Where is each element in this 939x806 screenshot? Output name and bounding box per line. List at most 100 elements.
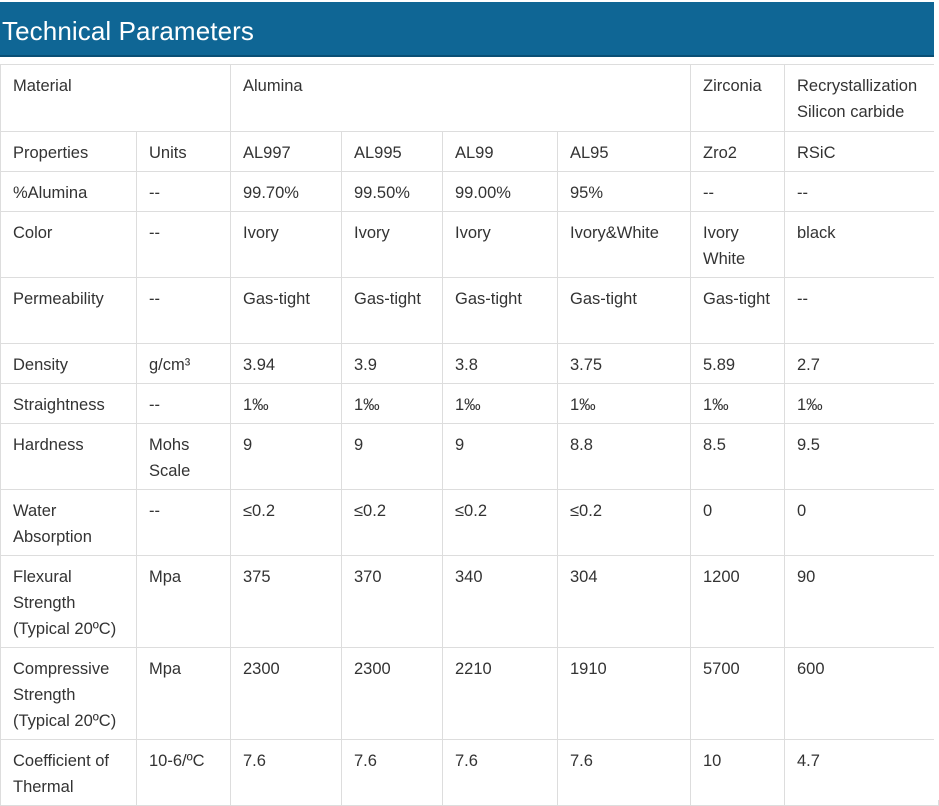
table-cell: AL995 — [341, 131, 443, 172]
table-cell: RSiC — [784, 131, 939, 172]
table-cell: Units — [136, 131, 231, 172]
table-cell: Hardness — [0, 423, 137, 490]
table-cell: 2210 — [442, 647, 558, 740]
table-cell: Ivory — [442, 211, 558, 278]
table-row: Straightness -- 1‰ 1‰ 1‰ 1‰ 1‰ 1‰ — [0, 383, 939, 424]
table-cell: 1‰ — [341, 383, 443, 424]
table-cell: Ivory&White — [557, 211, 691, 278]
table-cell: 2.7 — [784, 343, 939, 384]
table-cell: ≤0.2 — [557, 489, 691, 556]
table-cell: Ivory White — [690, 211, 785, 278]
table-cell: 370 — [341, 555, 443, 648]
table-cell-material-label: Material — [0, 64, 231, 132]
table-cell: 1910 — [557, 647, 691, 740]
section-header: Technical Parameters — [0, 2, 934, 57]
page-edge — [934, 0, 939, 800]
table-cell: 4.7 — [784, 739, 939, 806]
table-cell: -- — [690, 171, 785, 212]
table-cell: 10-6/ºC — [136, 739, 231, 806]
table-cell: 7.6 — [557, 739, 691, 806]
table-cell: 1‰ — [784, 383, 939, 424]
table-cell: -- — [136, 211, 231, 278]
table-cell: ≤0.2 — [341, 489, 443, 556]
table-cell: 9 — [341, 423, 443, 490]
table-cell: Properties — [0, 131, 137, 172]
table-cell: AL99 — [442, 131, 558, 172]
table-cell: 7.6 — [341, 739, 443, 806]
table-cell: 5.89 — [690, 343, 785, 384]
table-cell: 1‰ — [230, 383, 342, 424]
table-cell: -- — [784, 277, 939, 344]
table-cell: -- — [136, 277, 231, 344]
table-cell: 10 — [690, 739, 785, 806]
table-cell: 7.6 — [230, 739, 342, 806]
table-cell: -- — [136, 383, 231, 424]
table-cell: Mohs Scale — [136, 423, 231, 490]
table-cell: -- — [136, 171, 231, 212]
table-row: Color -- Ivory Ivory Ivory Ivory&White I… — [0, 211, 939, 278]
table-cell: 8.8 — [557, 423, 691, 490]
table-cell: ≤0.2 — [230, 489, 342, 556]
table-cell: Zro2 — [690, 131, 785, 172]
table-cell: 1‰ — [442, 383, 558, 424]
table-cell: 99.50% — [341, 171, 443, 212]
table-row: Coefficient of Thermal 10-6/ºC 7.6 7.6 7… — [0, 739, 939, 806]
table-row: Density g/cm³ 3.94 3.9 3.8 3.75 5.89 2.7 — [0, 343, 939, 384]
table-cell: 95% — [557, 171, 691, 212]
table-cell: 9 — [230, 423, 342, 490]
table-cell: ≤0.2 — [442, 489, 558, 556]
parameters-table: Material Alumina Zirconia Recrystallizat… — [0, 64, 939, 806]
table-cell: 9 — [442, 423, 558, 490]
table-cell: Gas-tight — [690, 277, 785, 344]
table-cell: Gas-tight — [230, 277, 342, 344]
table-cell: Ivory — [341, 211, 443, 278]
table-cell: Coefficient of Thermal — [0, 739, 137, 806]
table-cell: 5700 — [690, 647, 785, 740]
table-cell-rsic: Recrystallization Silicon carbide — [784, 64, 939, 132]
table-cell: 375 — [230, 555, 342, 648]
table-cell: 7.6 — [442, 739, 558, 806]
table-cell: Gas-tight — [442, 277, 558, 344]
table-cell: Water Absorption — [0, 489, 137, 556]
table-row: Hardness Mohs Scale 9 9 9 8.8 8.5 9.5 — [0, 423, 939, 490]
table-cell: 1200 — [690, 555, 785, 648]
table-cell: 3.9 — [341, 343, 443, 384]
table-row: Properties Units AL997 AL995 AL99 AL95 Z… — [0, 131, 939, 172]
table-row: Flexural Strength (Typical 20ºC) Mpa 375… — [0, 555, 939, 648]
table-cell: 0 — [784, 489, 939, 556]
table-cell: -- — [784, 171, 939, 212]
table-cell: Gas-tight — [557, 277, 691, 344]
parameters-table-container: Material Alumina Zirconia Recrystallizat… — [0, 64, 939, 806]
section-title: Technical Parameters — [2, 16, 254, 46]
table-cell: AL95 — [557, 131, 691, 172]
table-cell: 3.94 — [230, 343, 342, 384]
table-cell: 99.00% — [442, 171, 558, 212]
table-row: %Alumina -- 99.70% 99.50% 99.00% 95% -- … — [0, 171, 939, 212]
table-cell: 1‰ — [557, 383, 691, 424]
table-cell: Flexural Strength (Typical 20ºC) — [0, 555, 137, 648]
table-cell: 340 — [442, 555, 558, 648]
table-cell: Gas-tight — [341, 277, 443, 344]
table-cell: 0 — [690, 489, 785, 556]
table-cell: Permeability — [0, 277, 137, 344]
table-cell: Color — [0, 211, 137, 278]
table-cell: Mpa — [136, 555, 231, 648]
table-row: Material Alumina Zirconia Recrystallizat… — [0, 64, 939, 132]
table-cell: black — [784, 211, 939, 278]
table-cell: -- — [136, 489, 231, 556]
table-cell: 8.5 — [690, 423, 785, 490]
table-cell: 3.8 — [442, 343, 558, 384]
table-row: Permeability -- Gas-tight Gas-tight Gas-… — [0, 277, 939, 344]
table-cell: Density — [0, 343, 137, 384]
table-cell: %Alumina — [0, 171, 137, 212]
table-cell: Compressive Strength (Typical 20ºC) — [0, 647, 137, 740]
table-cell: 3.75 — [557, 343, 691, 384]
table-cell: 99.70% — [230, 171, 342, 212]
table-cell: 90 — [784, 555, 939, 648]
table-cell: 2300 — [230, 647, 342, 740]
table-cell: 9.5 — [784, 423, 939, 490]
table-cell: Ivory — [230, 211, 342, 278]
table-cell: 2300 — [341, 647, 443, 740]
table-cell: Straightness — [0, 383, 137, 424]
table-cell: 304 — [557, 555, 691, 648]
